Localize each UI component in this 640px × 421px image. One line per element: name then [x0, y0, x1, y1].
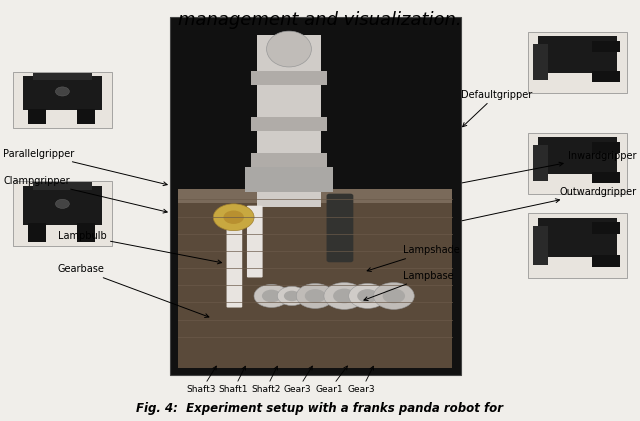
Text: Gearbase: Gearbase [58, 264, 209, 317]
Bar [593, 71, 620, 82]
Bar [593, 222, 620, 234]
Circle shape [56, 199, 69, 208]
Bar [251, 153, 327, 167]
Bar [528, 213, 627, 278]
Bar [538, 37, 617, 73]
Text: Shaft3: Shaft3 [187, 366, 216, 394]
Text: management and visualization.: management and visualization. [178, 11, 462, 29]
Circle shape [262, 290, 281, 302]
Ellipse shape [267, 31, 312, 67]
Bar [593, 172, 620, 183]
Bar [179, 189, 452, 368]
Text: Parallelgripper: Parallelgripper [3, 149, 167, 186]
Bar [23, 76, 102, 110]
Text: Lampbase: Lampbase [364, 271, 454, 301]
Bar [33, 182, 92, 190]
Circle shape [349, 283, 387, 309]
Text: Clampgripper: Clampgripper [3, 176, 167, 213]
Text: Gear1: Gear1 [316, 366, 348, 394]
Text: Fig. 4:  Experiment setup with a franks panda robot for: Fig. 4: Experiment setup with a franks p… [136, 402, 504, 415]
Bar [13, 181, 112, 246]
Circle shape [357, 289, 378, 303]
Bar [33, 73, 92, 80]
Text: Shaft2: Shaft2 [251, 366, 280, 394]
Text: Lampshade: Lampshade [367, 245, 460, 272]
Bar [28, 224, 45, 242]
Text: Lampbulb: Lampbulb [58, 231, 221, 264]
Text: Defaultgripper: Defaultgripper [461, 90, 532, 127]
Bar [533, 226, 548, 265]
Bar [533, 145, 548, 181]
Bar [533, 44, 548, 80]
Bar [245, 167, 333, 192]
Circle shape [333, 288, 356, 304]
Text: Gear3: Gear3 [284, 366, 312, 394]
Circle shape [305, 289, 326, 303]
FancyBboxPatch shape [227, 205, 242, 307]
Bar [251, 117, 327, 131]
Bar [179, 189, 452, 203]
Bar [257, 35, 321, 207]
Bar [170, 17, 461, 375]
Bar [28, 109, 45, 125]
Text: Gear3: Gear3 [348, 366, 376, 394]
Bar [13, 72, 112, 128]
Text: Outwardgripper: Outwardgripper [462, 187, 637, 221]
Circle shape [254, 285, 289, 307]
Bar [251, 70, 327, 85]
Bar [593, 255, 620, 267]
Circle shape [383, 288, 405, 304]
Bar [538, 138, 617, 174]
Circle shape [296, 283, 334, 309]
Circle shape [277, 286, 307, 306]
Circle shape [284, 290, 300, 301]
Bar [77, 224, 95, 242]
Bar [593, 41, 620, 52]
Circle shape [213, 204, 254, 231]
FancyBboxPatch shape [247, 205, 262, 277]
FancyBboxPatch shape [326, 194, 353, 262]
Circle shape [324, 282, 365, 309]
Bar [528, 32, 627, 93]
Bar [77, 109, 95, 125]
Circle shape [374, 282, 414, 309]
Bar [528, 133, 627, 194]
Bar [593, 142, 620, 153]
Bar [23, 186, 102, 225]
Circle shape [56, 87, 69, 96]
Text: Shaft1: Shaft1 [219, 366, 248, 394]
Bar [538, 218, 617, 257]
Text: Inwardgripper: Inwardgripper [462, 151, 637, 183]
Circle shape [223, 210, 244, 224]
